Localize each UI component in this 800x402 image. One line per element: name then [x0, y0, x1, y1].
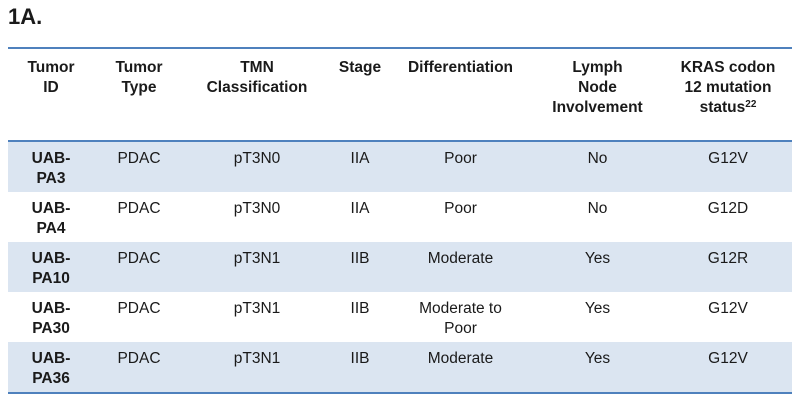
header-line: 12 mutation — [684, 79, 772, 96]
table-row: UAB- PA3 PDAC pT3N0 IIA Poor No G12V — [8, 142, 792, 192]
differentiation-line: Poor — [444, 320, 477, 337]
differentiation-line: Poor — [444, 150, 477, 167]
header-tumor-type: Tumor Type — [94, 49, 184, 140]
header-tumor-id: Tumor ID — [8, 49, 94, 140]
tmn-cell: pT3N1 — [233, 350, 281, 367]
tumor-id-line: PA10 — [32, 270, 70, 287]
stage-cell: IIA — [350, 150, 370, 167]
table-heading: 1A. — [8, 4, 43, 29]
tumor-id-line: UAB- — [31, 150, 71, 167]
lymph-node-cell: No — [587, 150, 608, 167]
kras-status-cell: G12V — [708, 300, 748, 317]
header-line: Stage — [338, 59, 382, 76]
tumor-type-cell: PDAC — [117, 350, 161, 367]
header-stage: Stage — [330, 49, 390, 140]
table-header-row: Tumor ID Tumor Type TMN Classification S… — [8, 49, 792, 142]
tumor-id-cell: UAB- PA10 — [8, 242, 94, 292]
header-kras-status: KRAS codon 12 mutation status22 — [664, 49, 792, 140]
stage-cell: IIA — [350, 200, 370, 217]
differentiation-line: Poor — [444, 200, 477, 217]
tumor-type-cell: PDAC — [117, 150, 161, 167]
tmn-cell: pT3N0 — [233, 150, 281, 167]
kras-status-cell: G12D — [707, 200, 749, 217]
table-row: UAB- PA4 PDAC pT3N0 IIA Poor No G12D — [8, 192, 792, 242]
header-line: Lymph — [572, 59, 623, 76]
header-tmn-classification: TMN Classification — [184, 49, 330, 140]
differentiation-cell: Poor — [390, 192, 531, 242]
table-row: UAB- PA36 PDAC pT3N1 IIB Moderate Yes G1… — [8, 342, 792, 394]
lymph-node-cell: Yes — [584, 350, 611, 367]
tumor-id-line: UAB- — [31, 350, 71, 367]
header-line: KRAS codon — [680, 59, 776, 76]
differentiation-cell: Moderate to Poor — [390, 292, 531, 342]
tmn-cell: pT3N0 — [233, 200, 281, 217]
tumor-type-cell: PDAC — [117, 300, 161, 317]
differentiation-line: Moderate — [427, 250, 494, 267]
stage-cell: IIB — [350, 300, 370, 317]
tumor-id-line: PA3 — [36, 170, 66, 187]
lymph-node-cell: Yes — [584, 250, 611, 267]
tumor-id-line: UAB- — [31, 250, 71, 267]
tumor-id-cell: UAB- PA4 — [8, 192, 94, 242]
header-line: TMN — [240, 59, 274, 76]
tumor-id-cell: UAB- PA36 — [8, 342, 94, 392]
header-lymph-node-involvement: Lymph Node Involvement — [531, 49, 664, 140]
tumor-id-line: UAB- — [31, 300, 71, 317]
tumor-type-cell: PDAC — [117, 250, 161, 267]
tumor-id-cell: UAB- PA30 — [8, 292, 94, 342]
differentiation-line: Moderate — [427, 350, 494, 367]
tumor-table: Tumor ID Tumor Type TMN Classification S… — [8, 47, 792, 394]
lymph-node-cell: No — [587, 200, 608, 217]
header-line: Type — [121, 79, 157, 96]
lymph-node-cell: Yes — [584, 300, 611, 317]
tumor-id-line: PA4 — [36, 220, 66, 237]
header-line: status22 — [664, 98, 792, 118]
differentiation-line: Moderate to — [419, 300, 502, 317]
differentiation-cell: Moderate — [390, 242, 531, 292]
header-line: Tumor — [27, 59, 75, 76]
kras-status-cell: G12V — [708, 150, 748, 167]
header-differentiation: Differentiation — [390, 49, 531, 140]
tumor-id-cell: UAB- PA3 — [8, 142, 94, 192]
table-row: UAB- PA10 PDAC pT3N1 IIB Moderate Yes G1… — [8, 242, 792, 292]
header-line: Involvement — [552, 99, 643, 116]
header-line: Differentiation — [407, 59, 514, 76]
header-line: Tumor — [115, 59, 163, 76]
tumor-id-line: PA30 — [32, 320, 70, 337]
header-line: Node — [578, 79, 617, 96]
tmn-cell: pT3N1 — [233, 250, 281, 267]
citation-superscript: 22 — [745, 99, 757, 110]
header-line: Classification — [206, 79, 308, 96]
differentiation-cell: Moderate — [390, 342, 531, 392]
kras-status-cell: G12R — [707, 250, 749, 267]
header-status-text: status — [699, 99, 746, 116]
tumor-id-line: UAB- — [31, 200, 71, 217]
header-line: ID — [43, 79, 59, 96]
tmn-cell: pT3N1 — [233, 300, 281, 317]
stage-cell: IIB — [350, 350, 370, 367]
stage-cell: IIB — [350, 250, 370, 267]
kras-status-cell: G12V — [708, 350, 748, 367]
table-row: UAB- PA30 PDAC pT3N1 IIB Moderate to Poo… — [8, 292, 792, 342]
tumor-id-line: PA36 — [32, 370, 70, 387]
tumor-type-cell: PDAC — [117, 200, 161, 217]
differentiation-cell: Poor — [390, 142, 531, 192]
